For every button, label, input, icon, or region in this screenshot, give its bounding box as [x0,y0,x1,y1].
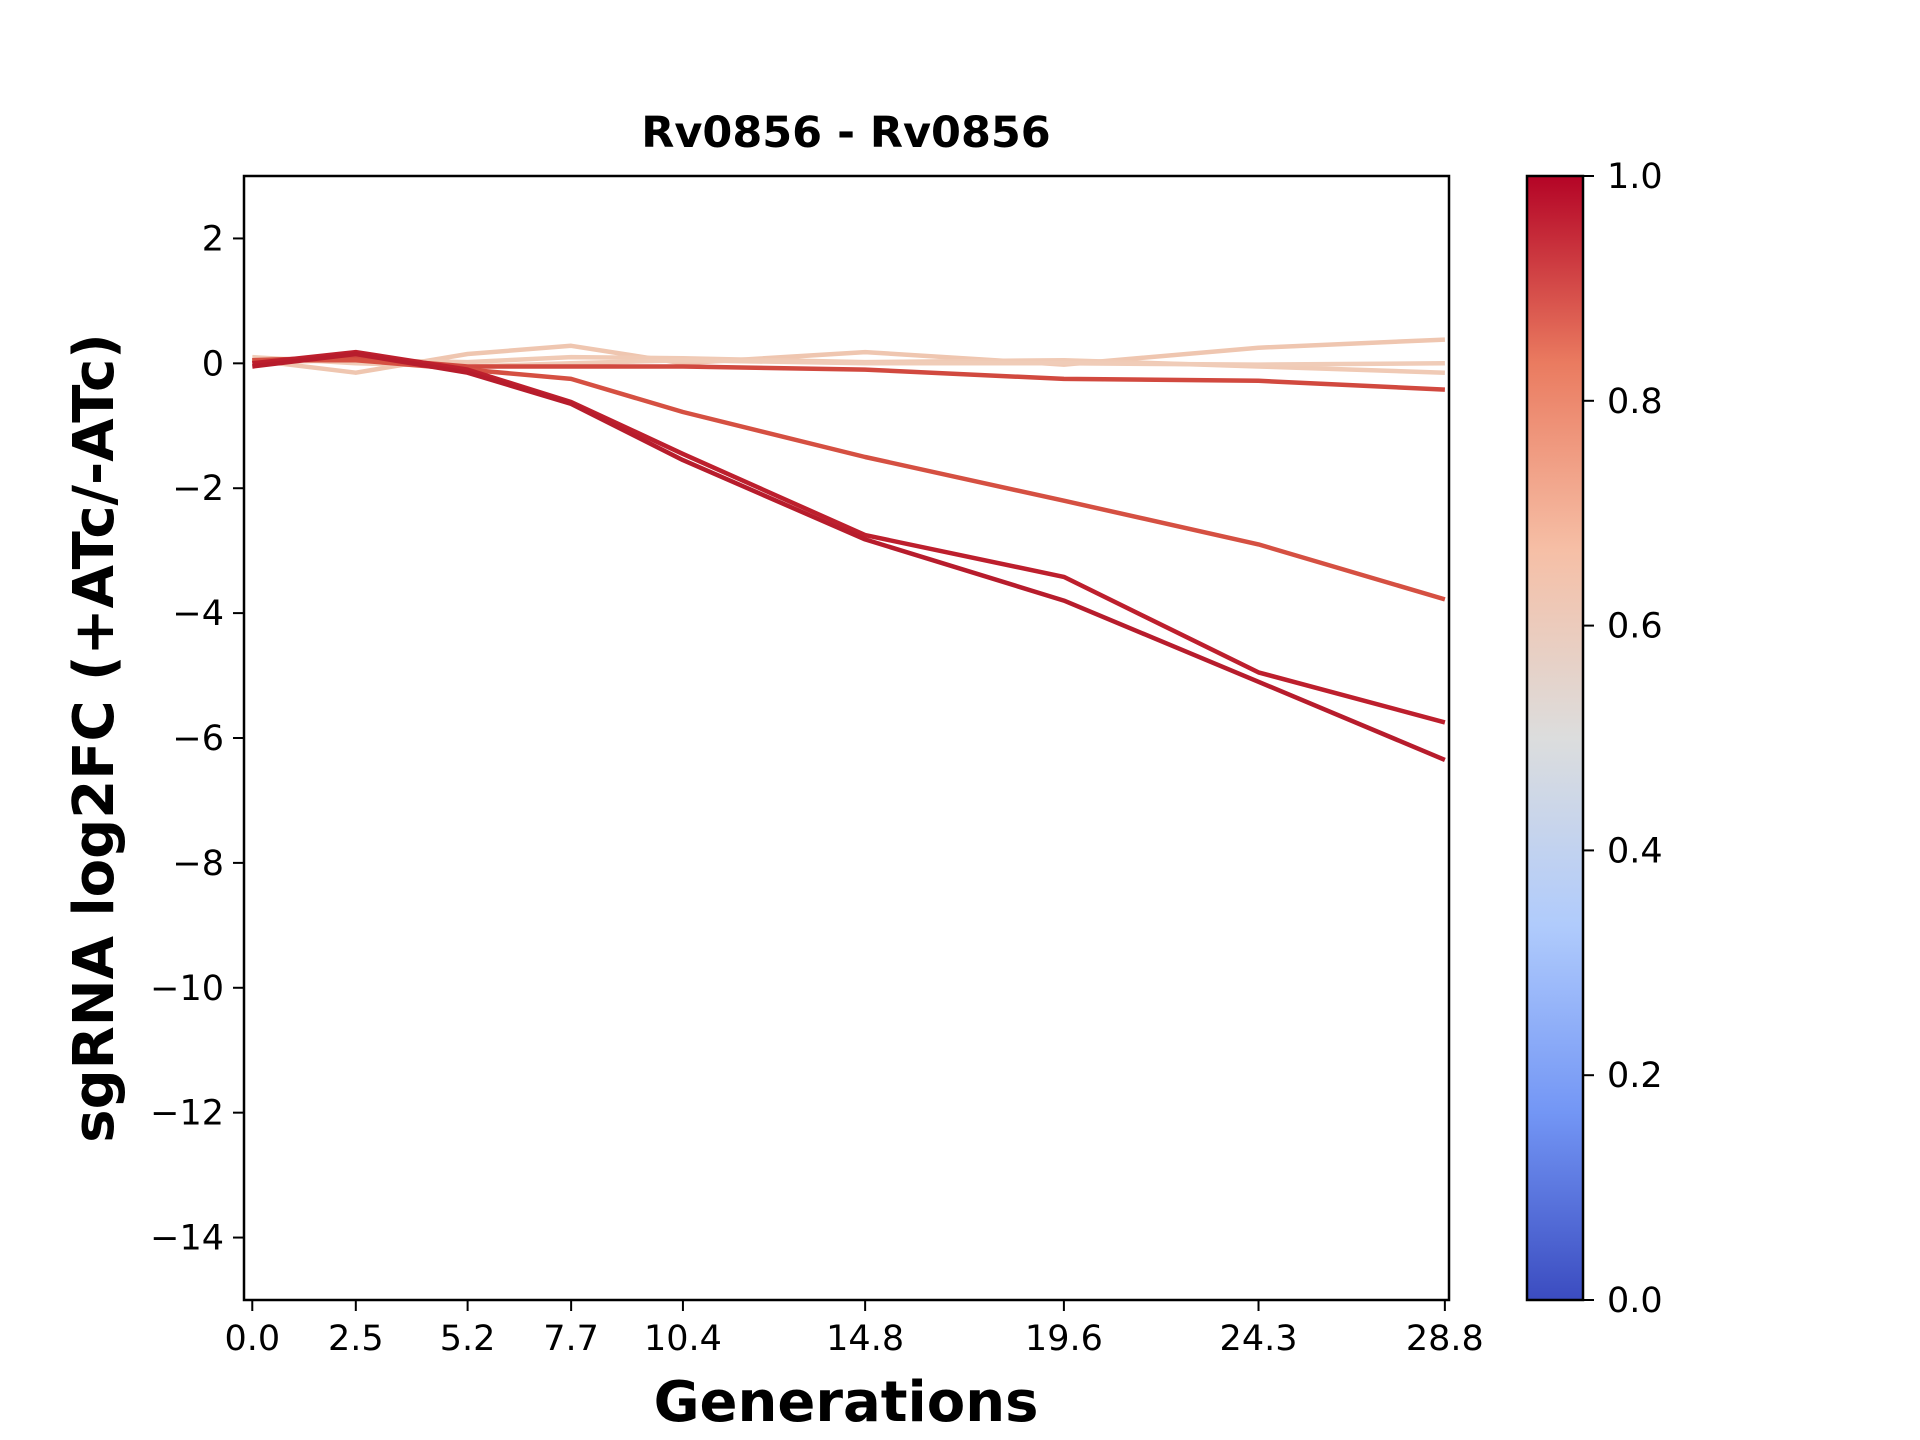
x-axis: 0.0 2.5 5.2 7.7 10.4 14.8 19.6 24.3 28.8 [224,1300,1484,1359]
colorbar-axis: 0.0 0.2 0.4 0.6 0.8 1.0 [1583,157,1663,1321]
x-tick-label: 14.8 [826,1319,904,1359]
y-tick-label: −6 [172,719,224,759]
x-tick-label: 7.7 [543,1319,599,1359]
colorbar [1525,174,1585,1302]
plot-frame [242,174,1451,1302]
x-tick-label: 10.4 [644,1319,722,1359]
y-axis-label: sgRNA log2FC (+ATc/-ATc) [62,333,127,1143]
x-tick-label: 28.8 [1406,1319,1484,1359]
y-tick-label: −4 [172,594,224,634]
colorbar-tick-label: 0.2 [1607,1056,1663,1096]
chart-title: Rv0856 - Rv0856 [641,108,1050,158]
colorbar-tick-label: 0.6 [1607,607,1663,647]
y-tick-label: 0 [202,344,224,384]
x-tick-label: 2.5 [328,1319,384,1359]
y-axis: 2 0 −2 −4 −6 −8 −10 −12 −14 [150,219,244,1259]
y-tick-label: 2 [202,219,224,259]
x-tick-label: 24.3 [1220,1319,1298,1359]
x-tick-label: 0.0 [224,1319,280,1359]
x-tick-label: 19.6 [1025,1319,1103,1359]
colorbar-tick-label: 0.8 [1607,382,1663,422]
colorbar-tick-label: 0.0 [1607,1281,1663,1321]
y-tick-label: −14 [150,1219,224,1259]
y-tick-label: −2 [172,469,224,509]
series-line-6 [252,349,1446,725]
colorbar-tick-label: 0.4 [1607,831,1663,871]
y-tick-label: −10 [150,969,224,1009]
series-layer [252,337,1446,762]
series-line-5 [252,357,1446,602]
series-line-7 [252,351,1446,762]
y-tick-label: −8 [172,844,224,884]
colorbar-tick-label: 1.0 [1607,157,1663,197]
x-tick-label: 5.2 [440,1319,496,1359]
x-axis-label: Generations [654,1370,1039,1435]
y-tick-label: −12 [150,1094,224,1134]
